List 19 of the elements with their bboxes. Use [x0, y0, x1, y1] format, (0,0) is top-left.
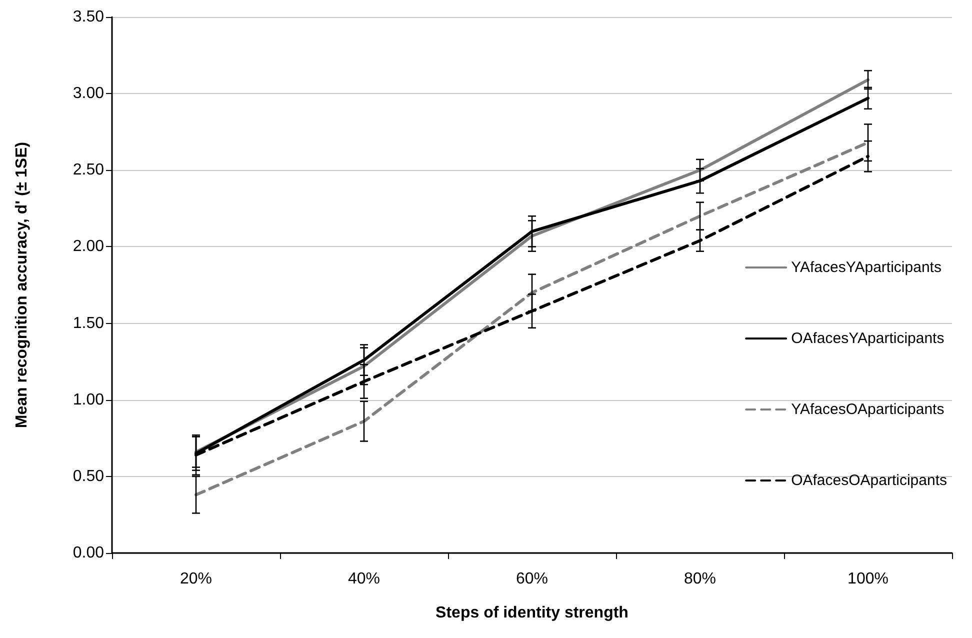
y-tick-label: 3.50: [72, 8, 104, 26]
y-tick-label: 1.00: [72, 391, 104, 408]
x-tick-label: 20%: [180, 570, 212, 588]
legend-label: YAfacesYAparticipants: [791, 259, 942, 276]
y-tick-label: 2.50: [72, 162, 104, 179]
x-tick-label: 100%: [848, 570, 888, 588]
y-axis-title: Mean recognition accuracy, d' (± 1SE): [14, 142, 30, 428]
legend-label: OAfacesYAparticipants: [791, 330, 944, 347]
y-tick-label: 3.00: [72, 85, 104, 102]
x-axis-title: Steps of identity strength: [436, 604, 628, 622]
legend-label: OAfacesOAparticipants: [791, 472, 948, 489]
y-tick-label: 0.00: [72, 544, 104, 562]
y-tick-label: 1.50: [72, 314, 104, 332]
legend-label: YAfacesOAparticipants: [791, 401, 944, 418]
x-tick-label: 40%: [348, 570, 380, 588]
y-tick-label: 2.00: [72, 238, 104, 256]
x-tick-label: 60%: [516, 570, 548, 588]
y-tick-label: 0.50: [72, 468, 104, 485]
x-tick-label: 80%: [684, 570, 716, 588]
